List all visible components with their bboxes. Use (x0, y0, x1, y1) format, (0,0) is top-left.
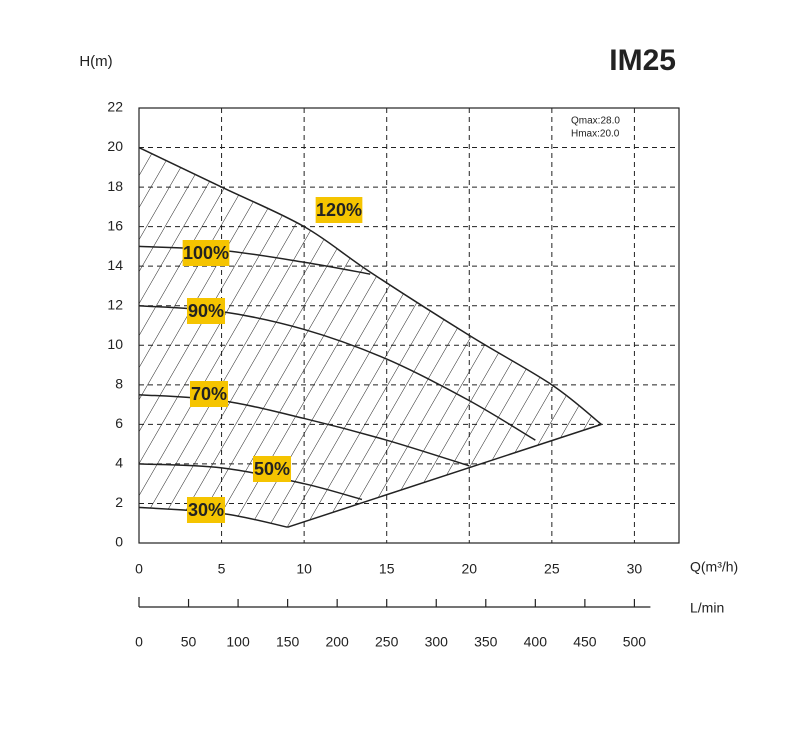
series-label: 120% (316, 200, 362, 220)
series-label: 100% (183, 243, 229, 263)
x-tick-label: 30 (627, 561, 643, 577)
series-label-box (186, 298, 226, 324)
chart-title: IM25 (609, 44, 676, 77)
x2-tick-label: 0 (135, 634, 143, 650)
x2-tick-label: 150 (276, 634, 300, 650)
y-tick-label: 14 (107, 257, 123, 273)
series-label-box (315, 197, 363, 223)
x2-tick-label: 300 (425, 634, 449, 650)
y-tick-label: 16 (107, 217, 123, 233)
y-tick-label: 8 (115, 376, 123, 392)
y-tick-label: 12 (107, 296, 123, 312)
x-tick-label: 20 (461, 561, 477, 577)
x2-tick-label: 200 (325, 634, 349, 650)
series-label: 70% (191, 384, 227, 404)
x-tick-label: 10 (296, 561, 312, 577)
x2-tick-label: 250 (375, 634, 399, 650)
x2-axis-label: L/min (690, 600, 724, 616)
y-tick-label: 4 (115, 455, 123, 471)
hatch-area (139, 147, 602, 528)
x-tick-label: 0 (135, 561, 143, 577)
series-label: 30% (188, 500, 224, 520)
curve (138, 245, 371, 275)
x2-tick-label: 450 (573, 634, 597, 650)
series-label-box (182, 240, 230, 266)
curve (138, 146, 602, 425)
x2-tick-label: 500 (623, 634, 647, 650)
series-label-box (186, 497, 226, 523)
y-tick-label: 18 (107, 178, 123, 194)
y-tick-label: 20 (107, 138, 123, 154)
x-tick-label: 15 (379, 561, 395, 577)
y-tick-label: 0 (115, 534, 123, 550)
y-tick-label: 10 (107, 336, 123, 352)
y-tick-label: 6 (115, 415, 123, 431)
y-tick-label: 22 (107, 99, 123, 115)
x-axis-label: Q(m³/h) (690, 559, 738, 575)
x-tick-label: 5 (218, 561, 226, 577)
x2-tick-label: 50 (181, 634, 197, 650)
annotation: Qmax:28.0 (571, 116, 620, 127)
y-tick-label: 2 (115, 494, 123, 510)
series-label-box (252, 456, 292, 482)
x2-tick-label: 100 (226, 634, 250, 650)
annotation: Hmax:20.0 (571, 129, 620, 140)
y-axis-label: H(m) (79, 53, 112, 70)
x2-tick-label: 400 (524, 634, 548, 650)
x2-tick-label: 350 (474, 634, 498, 650)
series-label-box (189, 381, 229, 407)
series-label: 90% (188, 301, 224, 321)
x-tick-label: 25 (544, 561, 560, 577)
series-label: 50% (254, 459, 290, 479)
boundary-line (287, 423, 602, 528)
